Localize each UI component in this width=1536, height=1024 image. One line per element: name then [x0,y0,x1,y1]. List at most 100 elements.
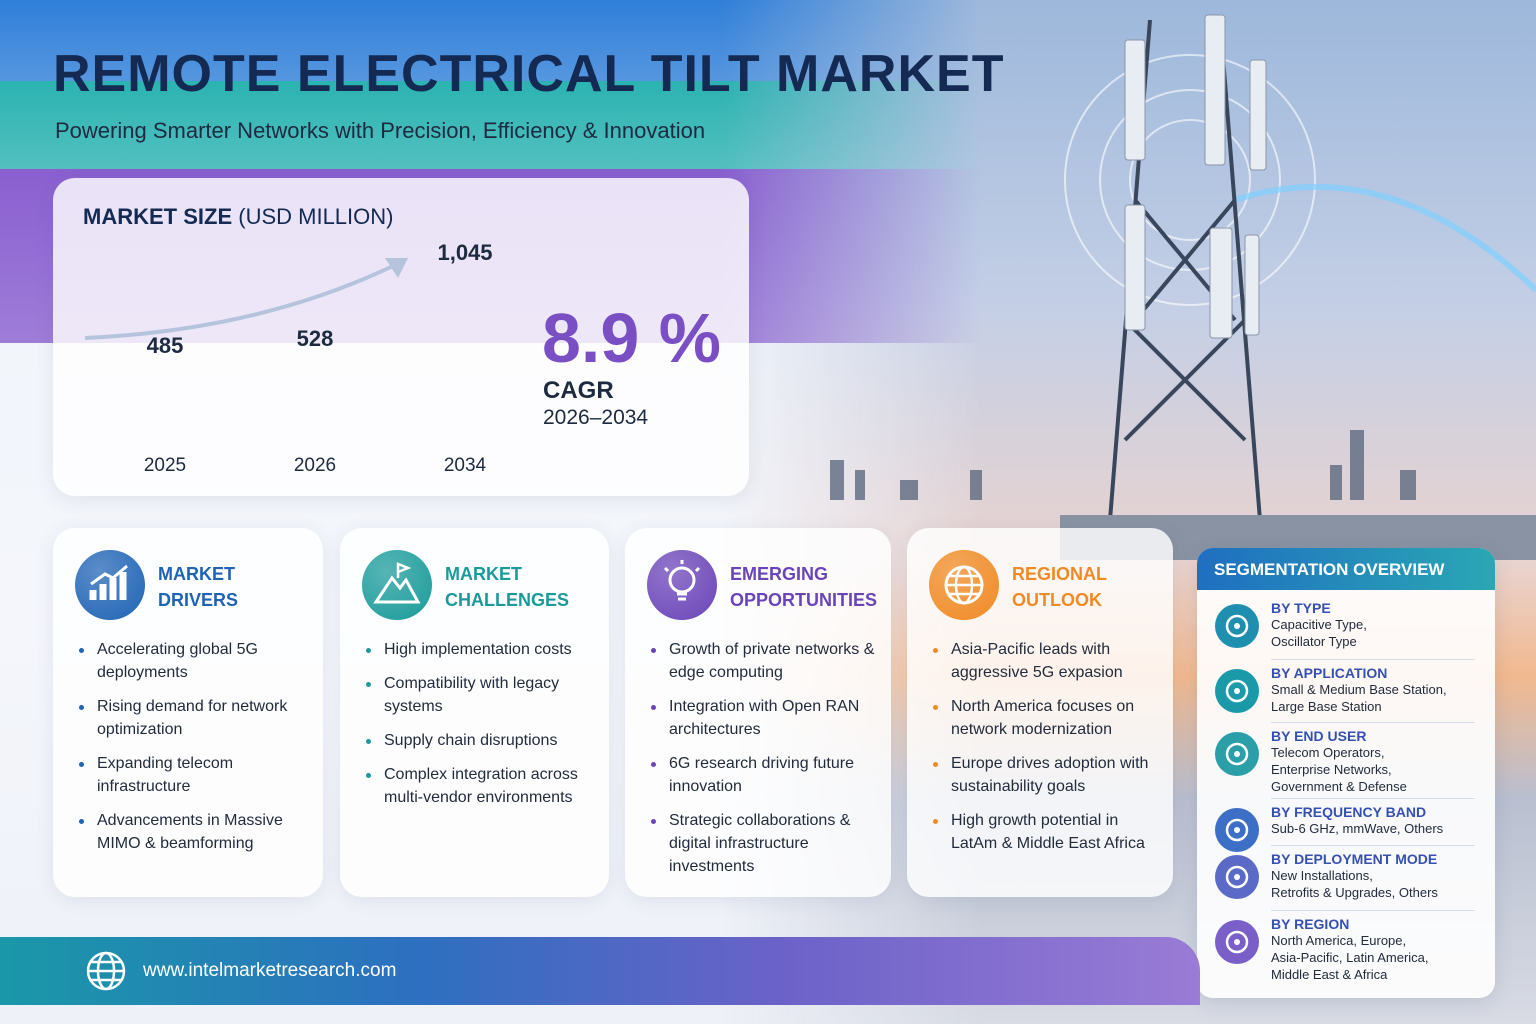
segment-text: New Installations, [1271,868,1373,883]
subtitle: Powering Smarter Networks with Precision… [55,118,706,143]
segment: BY END USER Telecom Operators, Enterprise … [1215,728,1475,795]
info-card: MARKET DRIVERS Accelerating global 5G depl… [53,528,323,897]
card-title: MARKET DRIVERS [158,561,238,613]
card-title-line: EMERGING [730,564,829,584]
segment-icon [1215,669,1259,713]
segment-icon-glyph [1225,930,1249,954]
segment-icon [1215,855,1259,899]
card-icon-glyph [663,560,701,601]
segment: BY FREQUENCY BAND Sub-6 GHz, mmWave, Othe… [1215,804,1475,852]
segment: BY TYPE Capacitive Type, Oscillator Type [1215,600,1475,650]
card-icon-glyph [89,564,128,600]
segment-text: North America, Europe, [1271,933,1407,948]
growth-arrow [84,258,408,340]
info-card: EMERGING OPPORTUNITIES Growth of private n… [625,528,891,897]
card-list: Accelerating global 5G deployments Rising… [77,638,309,866]
cagr-period: 2026–2034 [543,406,649,429]
year-label: 2025 [143,455,187,476]
segment-heading: BY END USER [1271,728,1367,744]
card-item: Expanding telecom infrastructure [77,752,309,798]
card-item: Complex integration across multi-vendor … [364,763,595,809]
segment-icon-glyph [1225,742,1249,766]
segment-text: Government & Defense [1271,779,1407,794]
info-card: MARKET CHALLENGES High implementation cost… [340,528,609,897]
card-item: 6G research driving future innovation [649,752,877,798]
market-size-unit: (USD MILLION) [238,204,394,229]
segment-heading: BY APPLICATION [1271,665,1388,681]
card-item: High implementation costs [364,638,595,661]
card-title-line: REGIONAL [1012,564,1108,584]
segment: BY REGION North America, Europe, Asia-Paci… [1215,916,1475,983]
card-title-line: OPPORTUNITIES [730,590,878,610]
card-title: EMERGING OPPORTUNITIES [730,561,877,613]
card-icon [647,550,717,620]
segment-text: Large Base Station [1271,699,1382,714]
card-icon-glyph [373,562,421,604]
card-item: Supply chain disruptions [364,729,595,752]
card-item: North America focuses on network moderni… [931,695,1159,741]
market-size-title: MARKET SIZE (USD MILLION) [83,204,394,230]
segment-icon-glyph [1225,818,1249,842]
value-label: 528 [296,326,334,352]
card-item: Compatibility with legacy systems [364,672,595,718]
segment-icon [1215,732,1259,776]
segment-text: Oscillator Type [1271,634,1357,649]
segment-text: Asia-Pacific, Latin America, [1271,950,1429,965]
segment-text: Sub-6 GHz, mmWave, Others [1271,821,1444,836]
card-title-line: OUTLOOK [1012,590,1102,610]
cagr-value: 8.9 % [542,299,721,377]
segment-text: Enterprise Networks, [1271,762,1392,777]
card-icon [929,550,999,620]
market-size-heading: MARKET SIZE [83,204,233,229]
segment: BY APPLICATION Small & Medium Base Statio… [1215,665,1475,715]
segmentation-panel: SEGMENTATION OVERVIEW BY TYPE Capacitive … [1197,548,1495,998]
segment-divider [1271,659,1475,660]
segment-heading: BY FREQUENCY BAND [1271,804,1427,820]
segment-icon [1215,808,1259,852]
card-title-line: CHALLENGES [445,590,570,610]
card-title: MARKET CHALLENGES [445,561,569,613]
card-list: Asia-Pacific leads with aggressive 5G ex… [931,638,1159,866]
year-label: 2026 [293,455,337,476]
value-label: 1,045 [437,240,493,265]
segment-heading: BY REGION [1271,916,1350,932]
card-item: Integration with Open RAN architectures [649,695,877,741]
card-item: Strategic collaborations & digital infra… [649,809,877,878]
segment-divider [1271,845,1475,846]
segment-icon-glyph [1225,865,1249,889]
segment: BY DEPLOYMENT MODE New Installations, Retr… [1215,851,1475,901]
segment-divider [1271,910,1475,911]
segment-divider [1271,798,1475,799]
segment-divider [1271,722,1475,723]
segment-text: Small & Medium Base Station, [1271,682,1447,697]
card-icon-glyph [944,565,984,605]
footer [0,937,1200,1005]
card-title-line: DRIVERS [158,590,239,610]
segment-text: Retrofits & Upgrades, Others [1271,885,1438,900]
info-card: REGIONAL OUTLOOK Asia-Pacific leads with a… [907,528,1173,897]
segmentation-title: SEGMENTATION OVERVIEW [1197,548,1495,590]
market-size-panel [53,178,749,496]
segment-text: Telecom Operators, [1271,745,1385,760]
cagr-label: CAGR [543,377,614,404]
segment-heading: BY TYPE [1271,600,1331,616]
card-icon [362,550,432,620]
card-title-line: MARKET [158,564,235,584]
segment-heading: BY DEPLOYMENT MODE [1271,851,1438,867]
website-url: www.intelmarketresearch.com [143,960,397,981]
segment-icon [1215,920,1259,964]
segment-icon [1215,604,1259,648]
card-item: Growth of private networks & edge comput… [649,638,877,684]
year-label: 2034 [443,455,487,476]
title: REMOTE ELECTRICAL TILT MARKET [53,45,1005,103]
card-icon [75,550,145,620]
card-title-line: MARKET [445,564,522,584]
segment-text: Middle East & Africa [1271,967,1388,982]
card-item: Asia-Pacific leads with aggressive 5G ex… [931,638,1159,684]
value-label: 485 [146,333,184,359]
card-item: Advancements in Massive MIMO & beamformi… [77,809,309,855]
card-item: Rising demand for network optimization [77,695,309,741]
card-list: High implementation costs Compatibility w… [364,638,595,820]
card-title: REGIONAL OUTLOOK [1012,561,1107,613]
